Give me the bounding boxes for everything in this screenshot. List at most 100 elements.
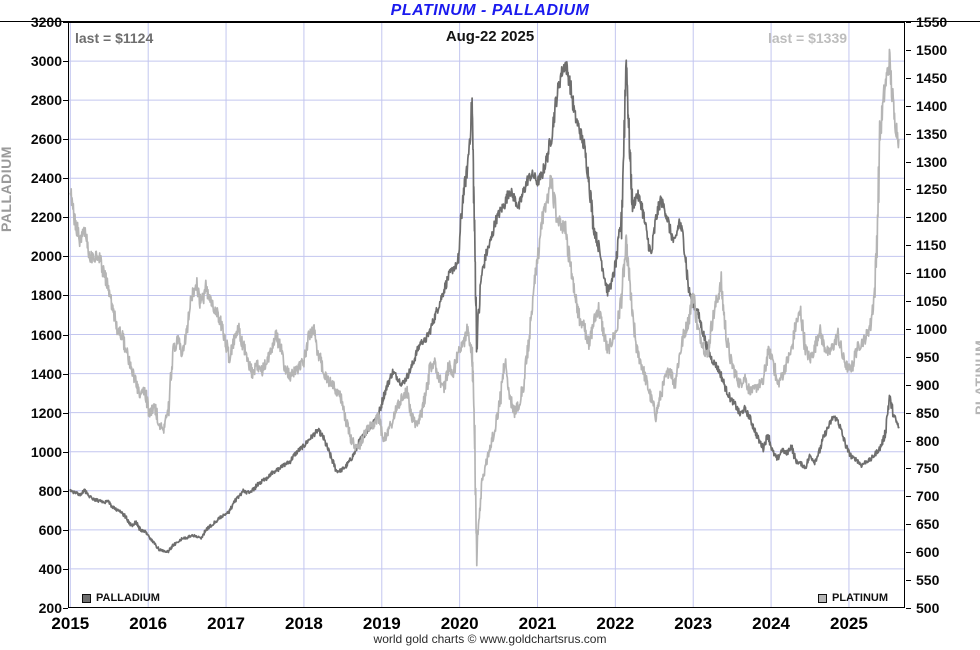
y-axis-left-tick: 2200 — [30, 209, 62, 226]
y-axis-left-tick-mark — [63, 529, 68, 531]
y-axis-left-tick-mark — [63, 608, 68, 609]
y-axis-right-tick-mark — [906, 552, 911, 554]
y-axis-right-tick: 1500 — [916, 41, 948, 58]
y-axis-right-tick-mark — [906, 49, 911, 51]
y-axis-left-tick-mark — [63, 139, 68, 141]
x-axis-tick: 2020 — [440, 614, 479, 633]
y-axis-left-tick-mark — [63, 373, 68, 375]
chart-canvas — [68, 22, 905, 608]
y-axis-left-tick: 1200 — [30, 404, 62, 421]
y-axis-right-tick: 750 — [916, 460, 940, 477]
y-axis-left-tick: 2600 — [30, 131, 62, 148]
y-axis-left-tick: 600 — [38, 521, 62, 538]
y-axis-right-tick: 1050 — [916, 293, 948, 310]
y-axis-right-tick: 700 — [916, 488, 940, 505]
y-axis-right-tick-mark — [906, 133, 911, 135]
page-title: PLATINUM - PALLADIUM — [390, 2, 590, 19]
last-price-palladium: last = $1124 — [75, 30, 154, 46]
y-axis-left-tick-mark — [63, 61, 68, 63]
y-axis-right-tick: 900 — [916, 376, 940, 393]
y-axis-left-tick: 3000 — [30, 53, 62, 70]
legend-swatch-palladium — [82, 593, 91, 603]
y-axis-right-tick-mark — [906, 105, 911, 107]
date-stamp: Aug-22 2025 — [445, 28, 535, 45]
legend-swatch-platinum — [818, 593, 827, 603]
x-axis-tick: 2021 — [518, 614, 557, 633]
credit-text: world gold charts © www.goldchartsrus.co… — [373, 632, 607, 646]
x-axis-tick: 2022 — [596, 614, 635, 633]
legend-label-palladium: PALLADIUM — [96, 592, 160, 604]
y-axis-left-tick-mark — [63, 100, 68, 102]
y-axis-left-tick-mark — [63, 217, 68, 219]
legend-label-platinum: PLATINUM — [832, 592, 889, 604]
y-axis-right-tick-mark — [906, 384, 911, 386]
series-line-platinum — [69, 48, 900, 567]
y-axis-right-tick: 1400 — [916, 97, 948, 114]
y-axis-right-tick: 1200 — [916, 209, 948, 226]
y-axis-right-tick-mark — [906, 524, 911, 526]
last-price-platinum: last = $1339 — [768, 30, 848, 46]
y-axis-right-tick-mark — [906, 77, 911, 79]
y-axis-right-tick: 1450 — [916, 69, 948, 86]
y-axis-right-tick: 1300 — [916, 153, 948, 170]
y-axis-right-tick-mark — [906, 217, 911, 219]
y-axis-left-tick: 1800 — [30, 287, 62, 304]
y-axis-right-tick-mark — [906, 608, 911, 609]
x-axis-tick: 2015 — [51, 614, 90, 633]
y-axis-left-tick: 1600 — [30, 326, 62, 343]
legend-platinum: PLATINUM — [818, 592, 888, 604]
y-axis-left-tick-mark — [63, 412, 68, 414]
y-axis-right-tick-mark — [906, 496, 911, 498]
y-axis-left-tick: 1000 — [30, 443, 62, 460]
y-axis-left-tick: 800 — [38, 482, 62, 499]
y-axis-left-tick: 400 — [38, 560, 62, 577]
y-axis-right-tick-mark — [906, 356, 911, 358]
y-axis-left-tick: 2400 — [30, 170, 62, 187]
y-axis-right-tick-mark — [906, 580, 911, 582]
y-axis-left-label: PALLADIUM — [0, 146, 14, 232]
y-axis-left-tick-mark — [63, 334, 68, 336]
x-axis-tick: 2024 — [752, 614, 790, 633]
y-axis-right-tick-mark — [906, 328, 911, 330]
y-axis-left-tick-mark — [63, 451, 68, 453]
y-axis-left-tick-mark — [63, 295, 68, 297]
y-axis-right-tick: 1350 — [916, 125, 948, 142]
y-axis-right-tick-mark — [906, 189, 911, 191]
y-axis-left-tick-mark — [63, 178, 68, 180]
y-axis-right-tick-mark — [906, 468, 911, 470]
y-axis-right-tick-mark — [906, 412, 911, 414]
y-axis-left-tick: 3200 — [30, 14, 62, 30]
y-axis-right-tick: 1100 — [916, 265, 947, 282]
x-axis-tick: 2025 — [830, 614, 868, 633]
y-axis-right-tick: 1150 — [916, 237, 947, 254]
y-axis-left-tick-mark — [63, 22, 68, 23]
y-axis-right-tick: 1000 — [916, 320, 948, 337]
plot-border — [68, 22, 905, 608]
y-axis-right-tick-mark — [906, 22, 911, 23]
y-axis-right-tick: 600 — [916, 544, 940, 561]
x-axis-tick: 2023 — [674, 614, 713, 633]
y-axis-right-tick: 950 — [916, 348, 940, 365]
y-axis-right-tick: 550 — [916, 572, 940, 589]
y-axis-right-label: PLATINUM — [972, 339, 980, 415]
x-axis-tick: 2018 — [284, 614, 323, 633]
y-axis-left-tick: 1400 — [30, 365, 62, 382]
y-axis-left-tick: 2000 — [30, 248, 62, 265]
x-axis-tick: 2016 — [129, 614, 168, 633]
y-axis-right-tick: 850 — [916, 404, 940, 421]
plot-area — [68, 22, 905, 608]
y-axis-right-tick-mark — [906, 273, 911, 275]
y-axis-left-tick-mark — [63, 256, 68, 258]
y-axis-left-tick: 2800 — [30, 92, 62, 109]
y-axis-left-tick: 200 — [38, 600, 62, 616]
y-axis-right-tick-mark — [906, 245, 911, 247]
series-line-palladium — [69, 59, 900, 554]
legend-palladium: PALLADIUM — [82, 592, 160, 604]
y-axis-left-tick-mark — [63, 568, 68, 570]
y-axis-right-tick-mark — [906, 161, 911, 163]
y-axis-right-tick: 1250 — [916, 181, 948, 198]
y-axis-right-tick-mark — [906, 440, 911, 442]
y-axis-right-tick: 800 — [916, 432, 940, 449]
y-axis-left-tick-mark — [63, 490, 68, 492]
